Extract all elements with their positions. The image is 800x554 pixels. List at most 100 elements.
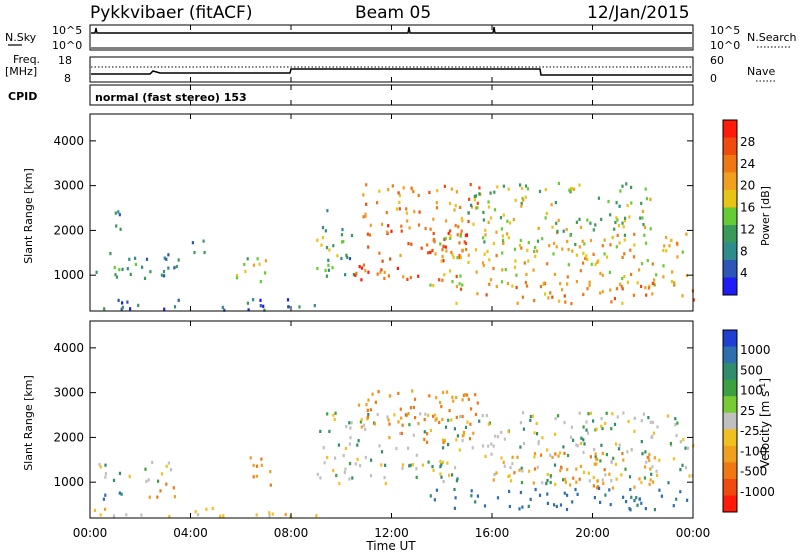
range-cell (380, 268, 383, 272)
range-cell (533, 431, 536, 435)
range-cell (397, 420, 400, 424)
range-cell (348, 477, 351, 481)
range-cell (561, 247, 564, 251)
range-cell (509, 466, 512, 470)
range-cell (126, 300, 129, 304)
range-cell (325, 274, 328, 278)
range-cell (503, 437, 506, 441)
range-cell (384, 482, 387, 486)
range-cell (400, 224, 403, 228)
range-cell (120, 492, 123, 496)
range-cell (159, 489, 162, 493)
range-cell (553, 463, 557, 467)
range-cell (429, 227, 432, 231)
range-cell (575, 443, 578, 447)
range-cell (501, 251, 504, 255)
range-cell (646, 455, 649, 459)
range-cell (608, 472, 611, 476)
range-cell (246, 257, 249, 261)
range-cell (432, 231, 435, 236)
range-cell (476, 401, 479, 405)
range-cell (528, 469, 531, 473)
range-cell (433, 498, 436, 502)
range-cell (576, 492, 579, 496)
range-cell (143, 276, 147, 280)
range-cell (586, 218, 589, 222)
power-colorbar-tick: 4 (740, 266, 748, 280)
range-cell (456, 233, 459, 237)
range-cell (452, 255, 455, 260)
range-cell (527, 241, 530, 245)
range-cell (610, 479, 613, 483)
range-cell (511, 455, 514, 459)
range-cell (167, 253, 170, 257)
range-cell (476, 494, 479, 498)
power-yticks: 1000 2000 3000 4000 (53, 134, 693, 282)
range-cell (656, 473, 659, 477)
range-cell (656, 425, 659, 429)
range-cell (662, 264, 665, 268)
colorbar-swatch (723, 462, 737, 480)
range-cell (160, 472, 164, 476)
range-cell (344, 467, 347, 471)
colorbar-swatch (723, 363, 737, 381)
range-cell (611, 486, 615, 490)
range-cell (298, 305, 301, 309)
range-cell (443, 237, 446, 241)
range-cell (638, 477, 641, 481)
range-cell (129, 307, 132, 311)
range-cell (618, 241, 621, 245)
range-cell (607, 199, 610, 204)
range-cell (533, 455, 536, 459)
range-cell (472, 431, 475, 435)
power-panel: Slant Range [km] 1000 2000 3000 4000 (22, 113, 695, 312)
range-cell (549, 453, 552, 457)
range-cell (476, 201, 479, 205)
range-cell (456, 256, 459, 260)
range-cell (513, 471, 516, 475)
range-cell (323, 461, 326, 465)
range-cell (450, 250, 453, 255)
range-cell (612, 456, 615, 460)
range-cell (640, 501, 643, 505)
range-cell (582, 425, 585, 429)
range-cell (557, 414, 560, 418)
range-cell (390, 229, 393, 233)
cpid-panel: CPID normal (fast stereo) 153 (8, 84, 694, 106)
range-cell (389, 257, 392, 261)
range-cell (338, 481, 341, 486)
range-cell (546, 492, 549, 496)
range-cell (638, 268, 641, 272)
range-cell (332, 469, 335, 473)
range-cell (640, 480, 643, 485)
range-cell (411, 389, 414, 393)
power-colorbar-tick: 8 (740, 244, 748, 258)
range-cell (460, 229, 463, 233)
range-cell (529, 418, 532, 422)
range-cell (653, 456, 656, 460)
range-cell (478, 192, 481, 196)
range-cell (582, 261, 585, 265)
colorbar-swatch (723, 495, 737, 513)
range-cell (395, 446, 398, 451)
range-cell (439, 465, 442, 469)
range-cell (621, 287, 624, 291)
range-cell (596, 479, 599, 483)
nsky-tick-bottom: 10^0 (52, 39, 82, 52)
range-cell (102, 497, 105, 501)
range-cell (114, 273, 117, 277)
range-cell (369, 408, 372, 412)
range-cell (326, 412, 329, 416)
colorbar-swatch (723, 412, 737, 430)
range-cell (554, 482, 557, 486)
range-cell (331, 266, 334, 270)
range-cell (643, 233, 646, 237)
range-cell (533, 249, 536, 253)
range-cell (348, 442, 351, 446)
range-cell (354, 462, 357, 466)
range-cell (569, 187, 572, 191)
range-cell (536, 432, 539, 436)
range-cell (172, 486, 175, 490)
range-cell (604, 473, 607, 477)
range-cell (470, 205, 473, 209)
